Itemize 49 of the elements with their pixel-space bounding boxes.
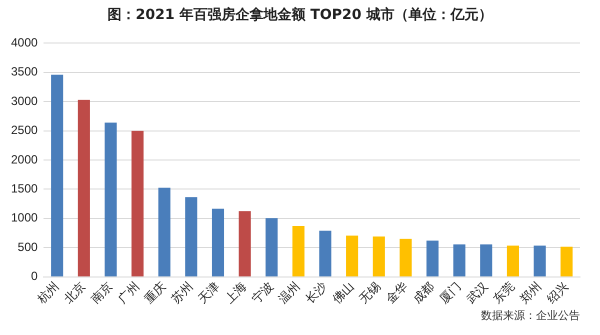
bar <box>158 188 170 276</box>
bar <box>372 236 385 276</box>
bar <box>212 208 224 276</box>
bar <box>560 246 573 276</box>
bar <box>51 74 64 276</box>
y-tick-label: 500 <box>18 240 38 254</box>
x-tick-label: 郑州 <box>517 279 544 306</box>
chart-title: 图：2021 年百强房企拿地金额 TOP20 城市（单位：亿元） <box>106 6 494 24</box>
x-tick-label: 上海 <box>222 279 250 306</box>
bar <box>534 246 546 276</box>
y-tick-label: 3000 <box>10 94 38 108</box>
x-tick-label: 成都 <box>410 279 437 306</box>
bar <box>453 244 466 276</box>
x-tick-label: 东莞 <box>490 279 518 306</box>
x-tick-label: 绍兴 <box>544 279 571 306</box>
x-tick-label: 宁波 <box>249 279 276 306</box>
y-tick-label: 2500 <box>10 123 38 138</box>
x-tick-label: 长沙 <box>302 279 330 306</box>
x-tick-label: 温州 <box>276 279 303 306</box>
bar <box>238 211 251 276</box>
bar <box>185 197 198 276</box>
x-tick-label: 广州 <box>115 279 142 306</box>
y-tick-label: 3500 <box>10 64 38 79</box>
bar <box>400 238 412 276</box>
y-tick-label: 1000 <box>10 210 38 225</box>
bar <box>266 218 278 276</box>
x-tick-label: 天津 <box>195 279 222 306</box>
y-tick-label: 4000 <box>10 36 38 50</box>
x-tick-label: 武汉 <box>464 279 490 306</box>
source-note: 数据来源：企业公告 <box>481 308 580 323</box>
bar <box>346 236 358 276</box>
x-tick-label: 金华 <box>383 279 410 306</box>
y-tick-label: 1500 <box>10 182 38 196</box>
bar <box>319 230 332 276</box>
x-tick-label: 佛山 <box>330 279 356 306</box>
bar <box>506 246 519 276</box>
bar <box>426 240 439 276</box>
bar <box>292 226 304 276</box>
x-tick-label: 苏州 <box>168 279 196 306</box>
x-tick-label: 重庆 <box>142 279 169 306</box>
y-tick-label: 2000 <box>10 152 38 166</box>
bar <box>78 100 90 276</box>
x-tick-label: 北京 <box>61 279 88 306</box>
bar <box>480 244 492 276</box>
x-tick-label: 无锡 <box>356 279 384 306</box>
x-tick-label: 南京 <box>88 279 116 306</box>
bar <box>104 122 117 276</box>
x-tick-label: 厦门 <box>436 279 464 306</box>
bar <box>132 130 144 276</box>
